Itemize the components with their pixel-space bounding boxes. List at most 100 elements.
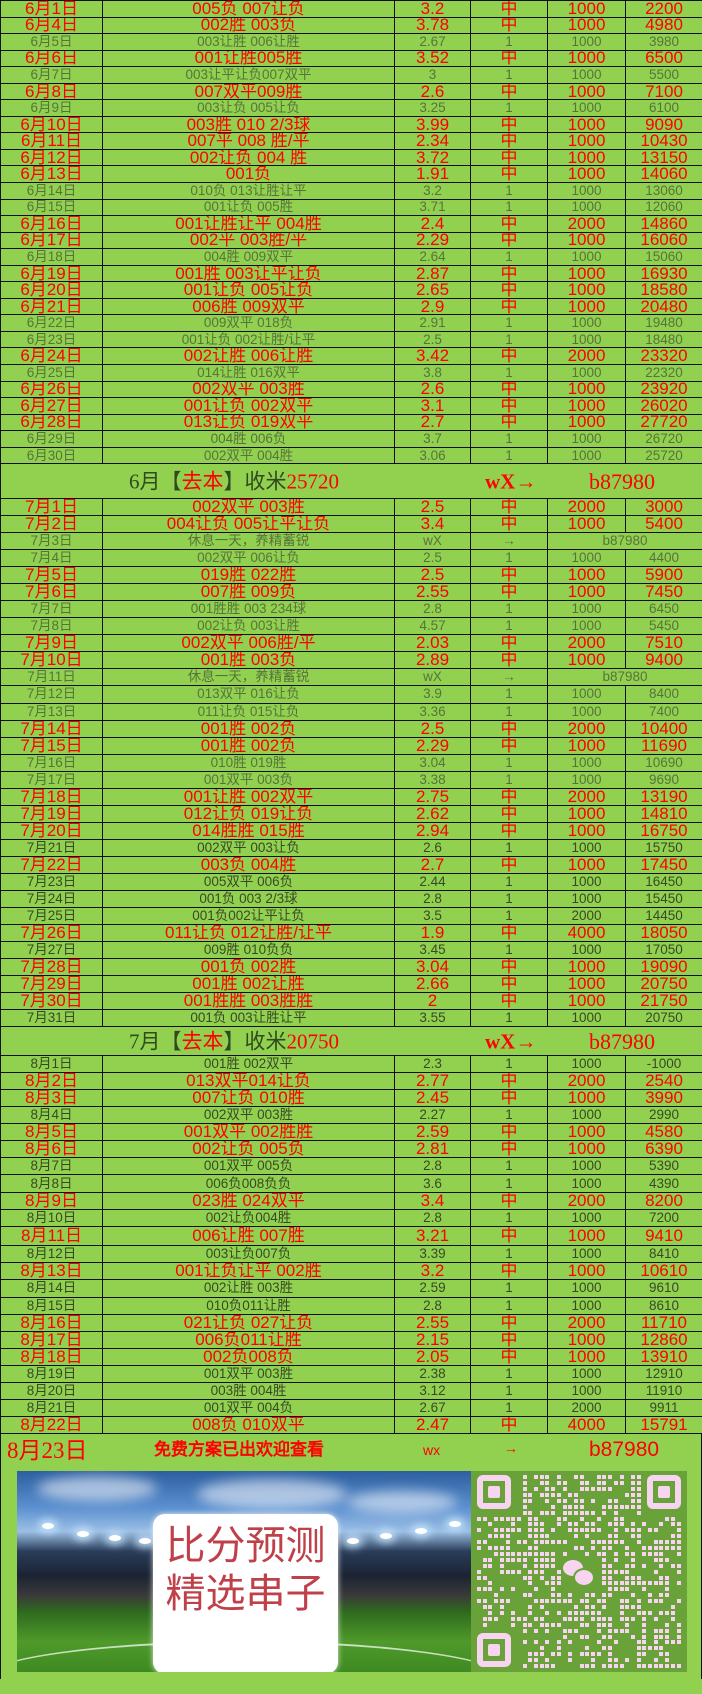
qr-module [522,1487,527,1492]
stake-cell: 1000 [547,600,626,619]
qr-module [619,1516,624,1521]
picks-cell: 001负 [102,165,395,184]
picks-cell: 004让负 005让平让负 [102,515,395,534]
result-cell: 中 [470,1123,548,1142]
qr-module [556,1540,561,1545]
qr-module [585,1487,590,1492]
date-cell: 7月19日 [0,804,103,823]
qr-module [522,1616,527,1621]
summary-label: 收米 [244,469,287,494]
qr-module [539,1557,544,1562]
qr-module [511,1587,516,1592]
qr-module [659,1522,664,1527]
date-cell: 7月16日 [0,753,103,772]
qr-module [522,1498,527,1503]
picks-cell: 休息一天，养精蓄锐 [102,668,395,687]
qr-module [630,1481,635,1486]
table-row: 7月22日 003负 004胜 2.7 中 1000 17450 [0,855,702,874]
qr-module [528,1498,533,1503]
date-cell: 7月24日 [0,889,103,908]
qr-module [619,1587,624,1592]
qr-module [573,1498,578,1503]
qr-module [568,1593,573,1598]
picks-cell: 休息一天，养精蓄锐 [102,532,395,551]
qr-module [551,1487,556,1492]
date-cell: 7月10日 [0,651,103,670]
result-cell: 中 [470,215,548,233]
result-cell: 1 [470,1381,548,1401]
qr-module [579,1516,584,1521]
odds-cell: 2.47 [394,1416,471,1435]
result-cell: 1 [470,198,548,217]
date-cell: 7月21日 [0,838,103,857]
qr-module [670,1563,675,1568]
picks-cell: 001双平 002胜胜 [102,1123,395,1142]
total-cell: 9400 [625,651,702,670]
qr-module [642,1634,647,1639]
odds-cell: 2.6 [394,380,471,399]
stake-cell: 1000 [547,753,626,772]
summary-amount: 25720 [286,469,340,494]
result-cell: 中 [470,347,548,366]
result-cell: 1 [470,182,548,200]
result-cell: 中 [470,1262,548,1281]
date-cell: 8月10日 [0,1208,103,1227]
qr-module [573,1504,578,1509]
qr-module [636,1646,641,1651]
picks-cell: 001双平 005负 [102,1157,395,1176]
odds-cell: 2.87 [394,264,471,283]
qr-module [653,1581,658,1586]
total-cell: 4980 [625,16,702,35]
qr-module [585,1652,590,1657]
qr-module [551,1599,556,1604]
date-cell: 7月3日 [0,532,103,551]
result-cell: 中 [470,413,548,432]
qr-module [625,1628,630,1633]
qr-module [676,1540,681,1545]
picks-cell: 002双平 004胜 [102,446,395,465]
qr-module [562,1504,567,1509]
banner-line2: 精选串子 [165,1571,326,1618]
table-row: 7月13日 011让负 015让负 3.36 1 1000 7400 [0,702,702,721]
qr-module [516,1569,521,1574]
result-cell: 中 [470,498,548,517]
qr-module [653,1664,658,1669]
qr-module [551,1664,556,1669]
qr-module [562,1498,567,1503]
date-cell: 6月29日 [0,430,103,448]
total-cell: 10400 [625,719,702,738]
qr-module [522,1475,527,1480]
qr-module [619,1581,624,1586]
table-row: 6月27日 001让负 002双平 3.1 中 1000 26020 [0,397,702,415]
qr-module [602,1646,607,1651]
picks-cell: 001让胜让平 004胜 [102,215,395,233]
qr-module [591,1510,595,1515]
qr-module [511,1516,516,1521]
table-row: 8月14日 002让胜 003胜 2.59 1 1000 9610 [0,1279,702,1298]
qr-module [596,1652,601,1657]
stake-cell: 1000 [547,397,626,415]
summary-tag: 去本 [181,469,224,494]
qr-module [545,1534,550,1539]
odds-cell: 3.2 [394,0,471,18]
qr-module [591,1658,595,1663]
qr-module [562,1599,567,1604]
odds-cell: 2.8 [394,1296,471,1315]
qr-module [619,1616,624,1621]
result-cell: 中 [470,397,548,415]
qr-module [613,1640,618,1645]
stake-cell: 1000 [547,1330,626,1349]
total-cell: 10690 [625,753,702,772]
picks-cell: 013让负 019双平 [102,413,395,432]
qr-module [653,1616,658,1621]
qr-module [488,1610,493,1615]
stake-cell: 1000 [547,99,626,117]
odds-cell: 2.91 [394,314,471,332]
qr-module [505,1528,510,1533]
date-cell: 8月21日 [0,1399,103,1418]
qr-module [602,1664,607,1669]
stake-cell: 1000 [547,1347,626,1366]
qr-module [494,1528,499,1533]
qr-module [636,1610,641,1615]
stake-cell: 1000 [547,66,626,84]
